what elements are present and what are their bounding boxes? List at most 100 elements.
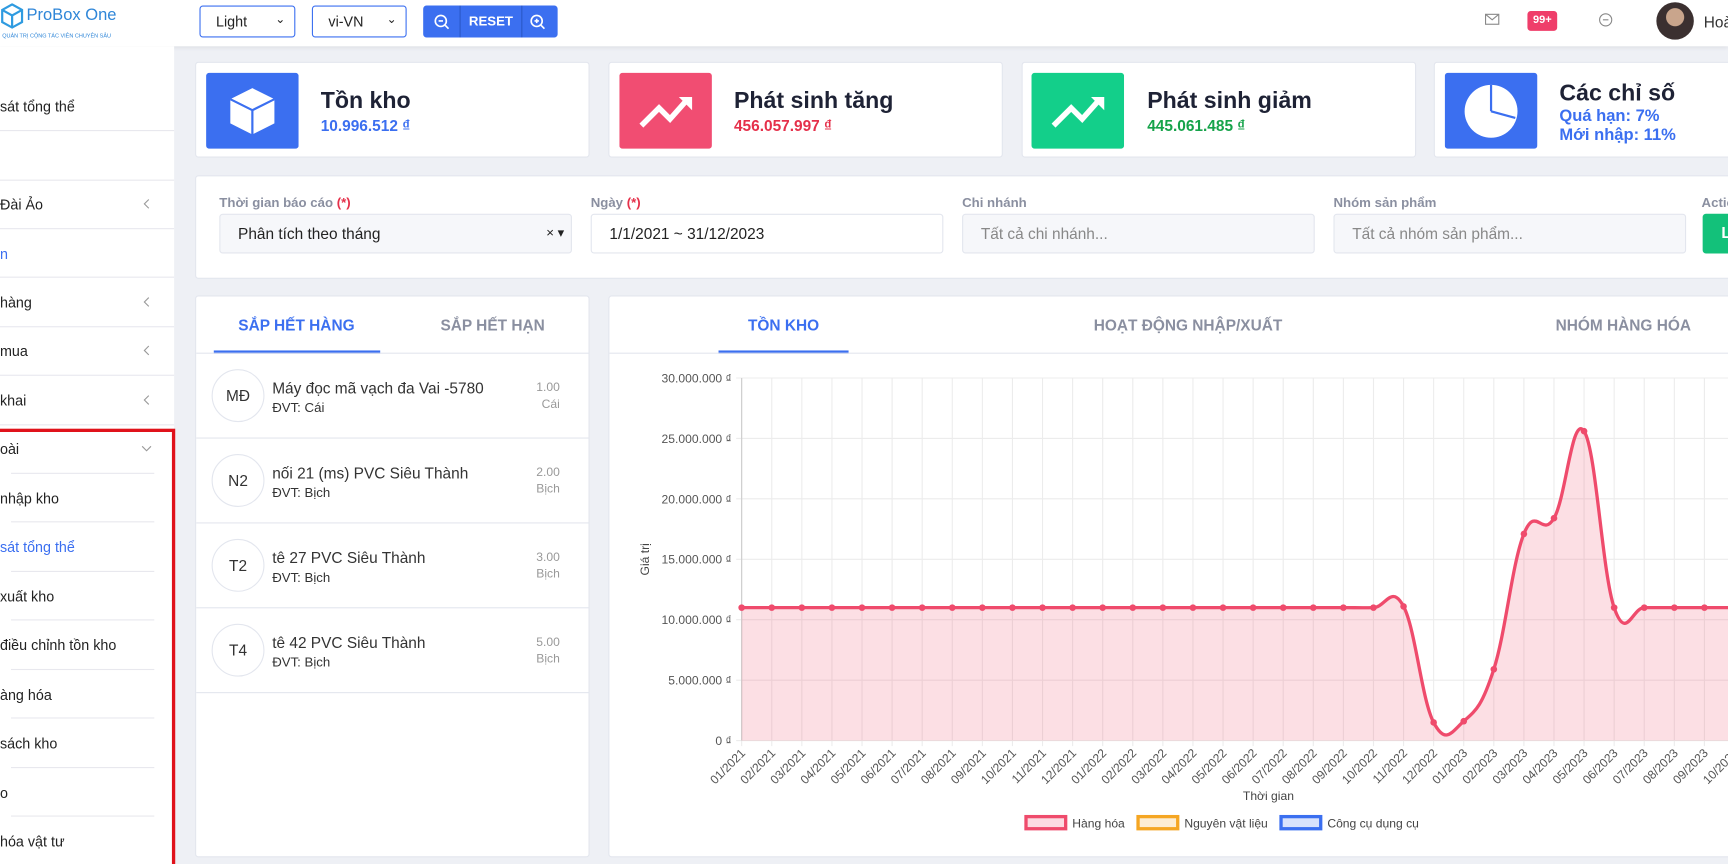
- item-qty-unit: Bịch: [536, 482, 560, 496]
- avatar[interactable]: [1656, 2, 1694, 40]
- card-value: 445.061.485 ₫: [1147, 116, 1246, 135]
- menu-item[interactable]: mua: [0, 342, 28, 360]
- item-name: Máy đọc mã vạch đa Vai -5780: [272, 379, 484, 397]
- point: [1009, 604, 1016, 611]
- stock-item[interactable]: T2 tê 27 PVC Siêu Thành ĐVT: Bịch 3.00 Bịch: [196, 523, 589, 609]
- stock-item[interactable]: T4 tê 42 PVC Siêu Thành ĐVT: Bịch 5.00 Bịch: [196, 608, 589, 694]
- card-line: Quá hạn: 7%: [1559, 106, 1660, 126]
- theme-select[interactable]: Light ⌄: [199, 5, 296, 38]
- stock-item[interactable]: MĐ Máy đọc mã vạch đa Vai -5780 ĐVT: Cái 1.…: [196, 354, 589, 439]
- item-qty: 2.00: [536, 466, 560, 480]
- menu-item[interactable]: sát tổng thể: [0, 98, 75, 115]
- menu-item[interactable]: n: [0, 245, 8, 263]
- legend-label: Hàng hóa: [1072, 817, 1125, 831]
- filter-label: Thời gian báo cáo (*): [219, 195, 350, 210]
- zoom-out-button[interactable]: [433, 13, 451, 31]
- menu-item[interactable]: hàng: [0, 294, 32, 311]
- language-value: vi-VN: [328, 13, 364, 30]
- point: [1671, 604, 1678, 611]
- date-range-input[interactable]: 1/1/2021 ~ 31/12/2023: [590, 213, 944, 254]
- notification-badge[interactable]: 99+: [1527, 11, 1558, 31]
- item-initials: T2: [211, 538, 265, 592]
- separator: [11, 668, 155, 671]
- point: [1640, 604, 1648, 611]
- y-tick-label: 10.000.000 ₫: [662, 613, 732, 627]
- y-tick-label: 15.000.000 ₫: [662, 553, 732, 567]
- card-icon: [206, 72, 299, 149]
- legend-swatch: [1136, 814, 1180, 831]
- chart: 0 ₫ 5.000.000 ₫ 10.000.000 ₫ 15.000.000 ₫ 20…: [638, 371, 1728, 831]
- point: [1370, 604, 1377, 611]
- menu-item[interactable]: xuất kho: [0, 588, 55, 606]
- branch-select[interactable]: Tất cả chi nhánh...: [962, 213, 1315, 254]
- separator: [0, 326, 175, 328]
- legend-label: Nguyên vật liệu: [1184, 817, 1267, 831]
- separator: [11, 570, 155, 572]
- separator: [11, 472, 155, 474]
- point: [1400, 603, 1407, 610]
- chart-panel: TỒN KHO HOẠT ĐỘNG NHẬP/XUẤT NHÓM HÀNG HÓ…: [608, 295, 1728, 858]
- logo-icon: [1, 3, 24, 29]
- menu-item-active[interactable]: sát tổng thể: [0, 538, 75, 556]
- tab-underline: [213, 350, 381, 354]
- mail-icon[interactable]: [1484, 13, 1500, 26]
- item-unit: ĐVT: Cái: [272, 400, 325, 416]
- menu-item[interactable]: sách kho: [0, 735, 58, 752]
- menu-item[interactable]: àng hóa: [0, 686, 52, 704]
- point: [1520, 530, 1528, 538]
- zoom-in-button[interactable]: [529, 13, 547, 31]
- user-name[interactable]: Hoà: [1703, 13, 1728, 31]
- point: [1490, 665, 1498, 673]
- menu-item[interactable]: Đài Ảo: [0, 196, 44, 213]
- area: [741, 428, 1728, 741]
- separator: [11, 619, 155, 621]
- menu-item[interactable]: điều chỉnh tồn kho: [0, 636, 117, 654]
- point: [738, 604, 745, 611]
- sidebar: sát tổng thể Đài Ảo n hàng mua khai oài …: [0, 46, 175, 864]
- card: Tồn kho 10.996.512 ₫: [195, 61, 590, 158]
- separator: [0, 228, 175, 230]
- tab-active[interactable]: SẮP HẾT HÀNG: [238, 316, 355, 334]
- menu-item[interactable]: khai: [0, 392, 27, 409]
- item-unit: ĐVT: Bịch: [272, 484, 331, 501]
- card-title: Các chỉ số: [1559, 80, 1676, 106]
- menu-item[interactable]: nhập kho: [0, 490, 59, 507]
- point: [768, 604, 776, 611]
- chat-icon[interactable]: [1598, 12, 1613, 27]
- language-select[interactable]: vi-VN ⌄: [311, 5, 407, 38]
- point: [918, 604, 926, 611]
- menu-item[interactable]: o: [0, 784, 8, 802]
- point: [1159, 604, 1167, 611]
- item-qty: 3.00: [536, 551, 560, 565]
- label-text: Ngày: [590, 195, 624, 211]
- menu-item[interactable]: hóa vật tư: [0, 833, 65, 850]
- point: [1460, 717, 1468, 725]
- stock-item[interactable]: N2 nối 21 (ms) PVC Siêu Thành ĐVT: Bịch 2.0…: [196, 439, 589, 524]
- highlight-box: [0, 428, 176, 864]
- action-button[interactable]: L: [1702, 213, 1728, 254]
- reset-button[interactable]: RESET: [459, 5, 523, 38]
- tab[interactable]: NHÓM HÀNG HÓA: [1555, 316, 1692, 334]
- y-tick-label: 0 ₫: [715, 734, 731, 748]
- y-tick-label: 25.000.000 ₫: [662, 432, 732, 446]
- point: [858, 604, 866, 611]
- tagline: QUẢN TRỊ CỘNG TÁC VIÊN CHUYÊN SÂU: [2, 33, 111, 40]
- legend-swatch: [1024, 814, 1068, 831]
- point: [1610, 604, 1618, 611]
- filter-panel: Thời gian báo cáo (*) Phân tích theo thá…: [195, 175, 1728, 279]
- y-tick-label: 20.000.000 ₫: [662, 492, 732, 506]
- tab-active[interactable]: TỒN KHO: [747, 316, 820, 334]
- tab[interactable]: HOẠT ĐỘNG NHẬP/XUẤT: [1093, 316, 1283, 334]
- tab[interactable]: SẮP HẾT HẠN: [440, 316, 545, 334]
- filter-label: Nhóm sản phẩm: [1333, 195, 1437, 211]
- point: [1550, 514, 1558, 522]
- card-title: Phát sinh giảm: [1147, 88, 1312, 114]
- group-select[interactable]: Tất cả nhóm sản phẩm...: [1333, 213, 1687, 254]
- menu-item[interactable]: oài: [0, 440, 20, 458]
- point: [888, 604, 896, 611]
- report-time-select[interactable]: Phân tích theo tháng × ▾: [219, 213, 572, 254]
- point: [1279, 604, 1287, 611]
- separator: [0, 374, 175, 376]
